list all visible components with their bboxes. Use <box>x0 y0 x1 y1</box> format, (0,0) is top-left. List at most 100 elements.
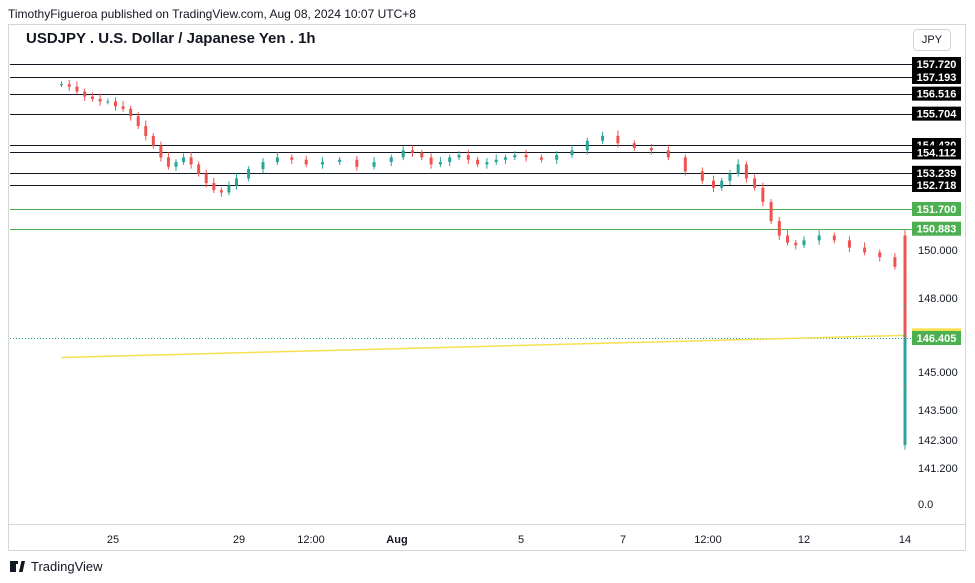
candle-body <box>570 150 574 156</box>
candle-body <box>338 159 342 163</box>
candle-body <box>711 180 715 188</box>
candle-body <box>159 145 163 158</box>
price-tick-label: 141.200 <box>918 463 958 475</box>
publish-info: TimothyFigueroa published on TradingView… <box>8 7 416 21</box>
time-tick-label: 25 <box>107 534 119 546</box>
candle-body <box>585 140 589 151</box>
candle-body <box>601 135 605 141</box>
candle-body <box>182 157 186 163</box>
candle-body <box>700 171 704 181</box>
candle-body <box>457 155 461 158</box>
candle-body <box>786 235 790 243</box>
candles-layer <box>60 80 907 450</box>
time-tick-label: 29 <box>233 534 245 546</box>
candle-body <box>429 157 433 165</box>
candle-body <box>761 187 765 202</box>
time-tick-label: 12:00 <box>297 534 325 546</box>
candle-body <box>847 240 851 248</box>
candle-body <box>903 410 907 428</box>
price-tick-label: 150.000 <box>918 245 958 257</box>
candle-body <box>616 135 620 144</box>
chart-title: USDJPY . U.S. Dollar / Japanese Yen . 1h <box>26 30 316 47</box>
candle-body <box>83 91 87 97</box>
currency-button[interactable]: JPY <box>913 29 951 51</box>
price-label-box <box>912 202 961 216</box>
candle-body <box>227 185 231 193</box>
candle-body <box>129 108 133 117</box>
candle-body <box>151 135 155 146</box>
candle-body <box>234 178 238 186</box>
price-label: 154.112 <box>917 147 956 159</box>
candle-body <box>649 148 653 151</box>
candle-body <box>485 162 489 165</box>
candle-body <box>60 84 63 86</box>
candle-body <box>261 162 265 170</box>
price-label: 152.718 <box>917 180 957 192</box>
time-tick-label: 12:00 <box>694 534 722 546</box>
candle-body <box>524 155 528 158</box>
price-label: 156.516 <box>917 89 957 101</box>
time-tick-label: 12 <box>798 534 810 546</box>
price-tick-label: 143.500 <box>918 405 958 417</box>
time-tick-label: 14 <box>899 534 911 546</box>
candle-body <box>878 252 882 258</box>
candle-body <box>320 162 324 165</box>
candle-body <box>144 126 148 136</box>
candle-body <box>720 180 724 188</box>
price-label: 151.700 <box>917 204 957 216</box>
candle-body <box>136 116 140 127</box>
candle-body <box>290 157 294 160</box>
candle-body <box>212 183 216 191</box>
candle-body <box>903 387 907 398</box>
candle-body <box>736 164 740 174</box>
brand-name: TradingView <box>31 559 103 574</box>
candle-body <box>555 155 559 160</box>
candle-body <box>903 397 907 410</box>
chart-frame <box>8 24 966 551</box>
price-label: 157.720 <box>917 59 957 71</box>
price-label: 157.193 <box>917 72 957 84</box>
candle-body <box>666 150 670 158</box>
candle-body <box>114 101 118 107</box>
trendline-layer <box>61 334 906 359</box>
candle-body <box>494 159 498 163</box>
candle-body <box>794 242 798 246</box>
price-label-box <box>912 221 961 236</box>
candle-body <box>513 155 517 158</box>
candle-body <box>903 367 907 375</box>
candle-body <box>401 150 405 158</box>
price-label-box <box>912 178 961 192</box>
trendline <box>61 334 906 359</box>
candle-body <box>355 159 359 167</box>
candle-body <box>863 247 867 253</box>
candle-body <box>67 84 71 87</box>
candle-body <box>903 288 907 309</box>
candle-body <box>769 201 773 222</box>
price-label: 153.239 <box>917 168 957 180</box>
footer-brand[interactable]: TradingView <box>10 559 103 574</box>
candle-body <box>197 164 201 174</box>
candle-body <box>420 152 424 158</box>
candle-body <box>903 427 907 438</box>
candle-body <box>893 257 897 267</box>
candle-body <box>275 157 279 163</box>
price-label: 150.883 <box>917 224 957 236</box>
candle-body <box>98 98 102 102</box>
candle-body <box>389 157 393 163</box>
time-tick-label: 5 <box>518 534 524 546</box>
candle-body <box>411 150 414 153</box>
candle-body <box>219 190 223 193</box>
price-label-box <box>912 57 961 71</box>
candle-body <box>75 86 79 92</box>
price-label-box <box>912 165 961 180</box>
time-axis: 25 29 12:00 Aug 5 7 12:00 12 14 <box>107 534 911 546</box>
candle-body <box>683 157 687 172</box>
candle-body <box>632 143 636 149</box>
candle-body <box>438 162 442 165</box>
candle-body <box>204 173 208 184</box>
price-axis: 150.000 148.000 145.000 143.500 142.300 141.2… <box>8 57 966 525</box>
candle-body <box>476 159 480 165</box>
time-tick-label: 7 <box>620 534 626 546</box>
candle-body <box>539 157 543 160</box>
